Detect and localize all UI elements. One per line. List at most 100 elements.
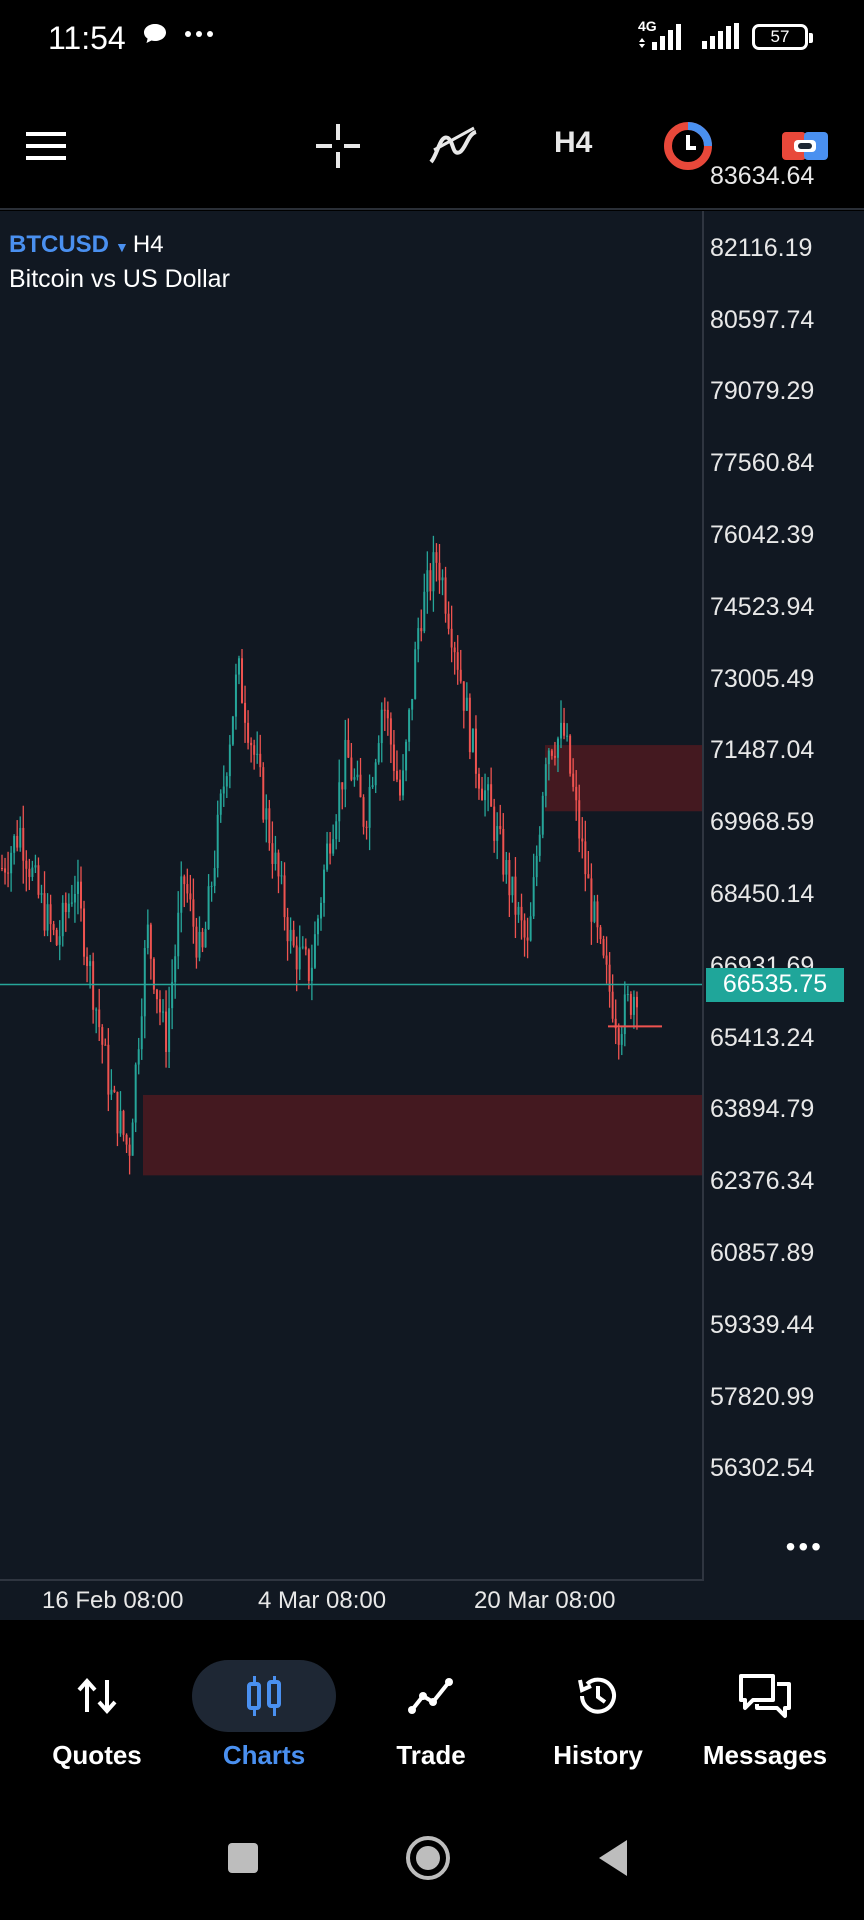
candle-body bbox=[614, 1018, 617, 1029]
crosshair-button[interactable] bbox=[308, 116, 368, 176]
candle-body bbox=[626, 993, 629, 995]
nav-history[interactable]: History bbox=[514, 1660, 682, 1780]
time-axis: 16 Feb 08:00 4 Mar 08:00 20 Mar 08:00 bbox=[0, 1583, 704, 1620]
candle-body bbox=[474, 728, 477, 774]
candle-body bbox=[307, 949, 310, 981]
candle-body bbox=[101, 1027, 104, 1045]
candle-body bbox=[64, 902, 67, 913]
candle-body bbox=[329, 843, 332, 854]
candle-body bbox=[46, 904, 49, 931]
candle-body bbox=[262, 767, 265, 820]
candle-body bbox=[456, 652, 459, 670]
chart-plot[interactable]: BTCUSD ▼ H4 Bitcoin vs US Dollar bbox=[0, 211, 704, 1581]
candle-body bbox=[146, 924, 149, 949]
candle-body bbox=[55, 929, 58, 945]
candle-body bbox=[566, 735, 569, 737]
trade-toggle-button[interactable] bbox=[775, 116, 835, 176]
candle-body bbox=[201, 931, 204, 948]
candle-body bbox=[632, 996, 635, 1015]
bottom-navigation: Quotes Charts Trade History Messages bbox=[0, 1620, 864, 1790]
price-tick-label: 83634.64 bbox=[710, 162, 815, 190]
candle-body bbox=[189, 893, 192, 900]
candle-body bbox=[22, 827, 25, 861]
chart-area[interactable]: BTCUSD ▼ H4 Bitcoin vs US Dollar ••• 83634… bbox=[0, 162, 864, 1620]
candle-body bbox=[177, 912, 180, 957]
nav-charts[interactable]: Charts bbox=[180, 1660, 348, 1780]
candle-body bbox=[241, 658, 244, 703]
candle-body bbox=[250, 742, 253, 746]
candle-body bbox=[368, 786, 371, 828]
candle-body bbox=[608, 964, 611, 992]
indicators-button[interactable] bbox=[424, 116, 484, 176]
candle-body bbox=[107, 1044, 110, 1095]
candle-body bbox=[563, 722, 566, 736]
candle-body bbox=[259, 753, 262, 768]
one-click-trading-button[interactable] bbox=[658, 116, 718, 176]
candle-body bbox=[228, 744, 231, 777]
candle-body bbox=[4, 868, 7, 873]
candle-body bbox=[180, 876, 183, 913]
candle-body bbox=[95, 1009, 98, 1011]
nav-charts-label: Charts bbox=[222, 1740, 306, 1770]
candle-body bbox=[131, 1122, 134, 1156]
symbol-dropdown-icon: ▼ bbox=[115, 239, 129, 255]
candle-body bbox=[444, 577, 447, 614]
candle-body bbox=[274, 852, 277, 864]
candle-body bbox=[231, 716, 234, 745]
candle-body bbox=[511, 876, 514, 896]
price-axis[interactable]: ••• 83634.64 82116.19 80597.74 79079.29 7756… bbox=[704, 162, 864, 1581]
candle-body bbox=[468, 697, 471, 753]
candle-body bbox=[411, 698, 414, 710]
candlestick-chart bbox=[0, 535, 702, 1176]
price-tick-label: 69968.59 bbox=[710, 808, 815, 837]
menu-button[interactable] bbox=[16, 116, 76, 176]
candle-body bbox=[526, 937, 529, 941]
candle-body bbox=[207, 886, 210, 930]
candle-body bbox=[320, 902, 322, 919]
candle-body bbox=[125, 1134, 128, 1145]
candle-body bbox=[438, 562, 441, 581]
more-options-icon[interactable]: ••• bbox=[785, 1531, 824, 1562]
candle-body bbox=[499, 826, 502, 829]
candle-body bbox=[277, 852, 280, 877]
price-tick-label: 74523.94 bbox=[710, 592, 815, 621]
candle-body bbox=[605, 955, 608, 965]
nav-messages[interactable]: Messages bbox=[681, 1660, 849, 1780]
home-icon bbox=[406, 1836, 450, 1880]
candle-body bbox=[383, 709, 386, 711]
symbol-header[interactable]: BTCUSD ▼ H4 bbox=[9, 231, 164, 259]
quotes-arrows-icon bbox=[77, 1677, 117, 1715]
recent-apps-button[interactable] bbox=[213, 1828, 273, 1888]
price-tick-label: 71487.04 bbox=[710, 736, 815, 765]
candle-body bbox=[553, 755, 556, 758]
menu-icon bbox=[26, 132, 66, 160]
nav-quotes-label: Quotes bbox=[52, 1740, 142, 1770]
candle-body bbox=[398, 779, 401, 796]
candle-body bbox=[341, 782, 344, 790]
candle-body bbox=[392, 744, 395, 771]
back-button[interactable] bbox=[583, 1828, 643, 1888]
candle-body bbox=[402, 770, 405, 796]
candle-body bbox=[10, 852, 13, 874]
candle-body bbox=[590, 878, 593, 922]
chart-toolbar: H4 bbox=[0, 80, 864, 210]
candle-body bbox=[137, 1049, 140, 1065]
candle-body bbox=[578, 800, 581, 839]
home-button[interactable] bbox=[398, 1828, 458, 1888]
candle-body bbox=[86, 956, 89, 966]
nav-quotes[interactable]: Quotes bbox=[13, 1660, 181, 1780]
signal-icon bbox=[702, 23, 739, 49]
candle-body bbox=[487, 784, 490, 791]
candle-body bbox=[584, 841, 587, 875]
candle-body bbox=[183, 876, 186, 885]
candle-body bbox=[374, 762, 377, 786]
candle-body bbox=[572, 773, 575, 787]
candle-body bbox=[134, 1064, 137, 1123]
nav-trade[interactable]: Trade bbox=[347, 1660, 515, 1780]
back-icon bbox=[599, 1840, 627, 1876]
one-click-trading-icon bbox=[664, 122, 712, 170]
candle-body bbox=[462, 681, 465, 711]
timeframe-button[interactable]: H4 bbox=[554, 126, 593, 159]
candle-body bbox=[162, 1011, 165, 1013]
candle-body bbox=[13, 835, 16, 853]
